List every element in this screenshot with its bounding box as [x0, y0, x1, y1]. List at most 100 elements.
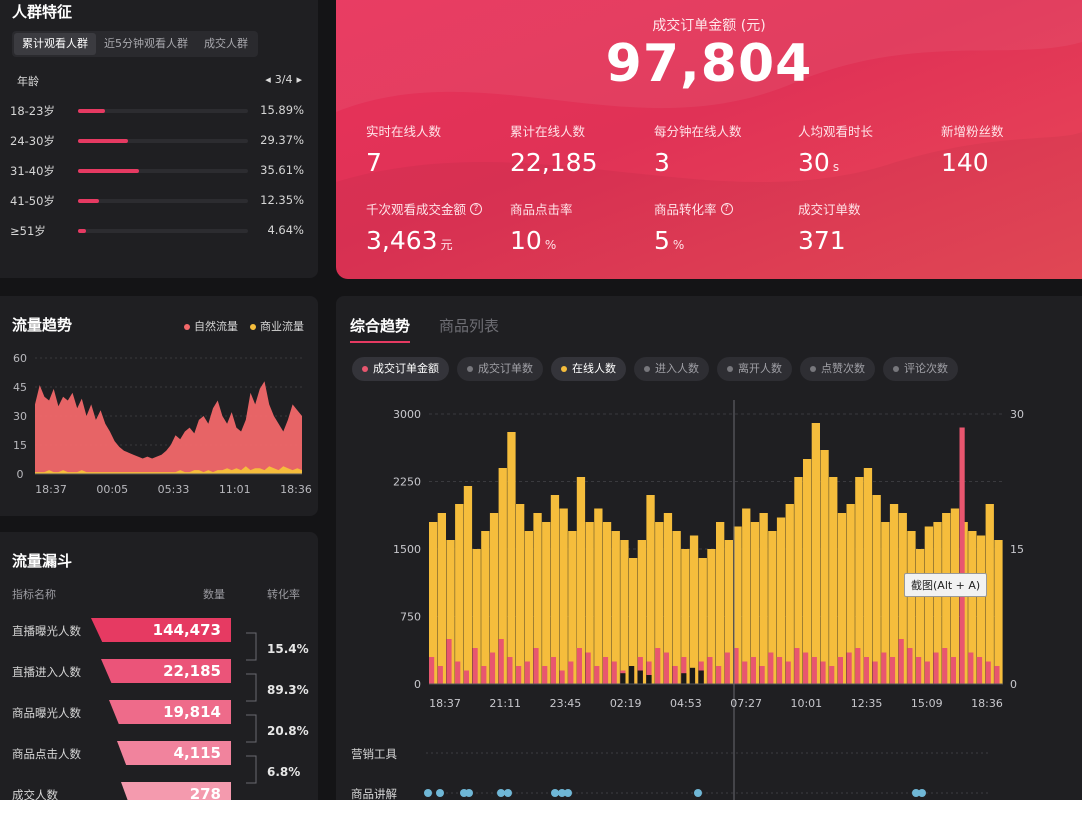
y-left-tick-label: 2250	[393, 476, 421, 489]
bar-gmv	[785, 661, 791, 684]
bar-gmv	[950, 657, 956, 684]
chip-dot	[810, 366, 816, 372]
product-explain-marker[interactable]	[918, 789, 926, 797]
bar-gmv	[724, 652, 730, 684]
metric-chip[interactable]: 进入人数	[634, 357, 709, 381]
bar-online	[820, 450, 829, 684]
bar-online	[455, 504, 464, 684]
pager-next-icon[interactable]: ▸	[296, 73, 302, 86]
bar-online	[863, 468, 873, 684]
bar-gmv	[507, 657, 513, 684]
age-percent: 12.35%	[260, 193, 304, 207]
product-explain-marker[interactable]	[504, 789, 512, 797]
legend-paid-label: 商业流量	[260, 320, 304, 333]
product-explain-marker[interactable]	[497, 789, 505, 797]
age-row: 24-30岁 29.37%	[0, 131, 318, 151]
bar-gmv	[516, 666, 522, 684]
tab-combined-trend[interactable]: 综合趋势	[336, 315, 424, 343]
legend-paid[interactable]: 商业流量	[250, 318, 304, 334]
chip-dot	[362, 366, 368, 372]
y-tick-label: 60	[13, 352, 27, 365]
tab-buyers[interactable]: 成交人群	[204, 37, 248, 50]
bar-gmv	[463, 670, 469, 684]
metric-chip[interactable]: 评论次数	[883, 357, 958, 381]
product-explain-marker[interactable]	[436, 789, 444, 797]
chip-label: 评论次数	[904, 362, 948, 375]
age-row: 18-23岁 15.89%	[0, 101, 318, 121]
kpi-label-text: 成交订单数	[798, 202, 861, 217]
funnel-bar: 278	[121, 782, 231, 800]
bar-gmv	[663, 652, 669, 684]
product-explain-marker[interactable]	[424, 789, 432, 797]
bar-gmv	[472, 648, 478, 684]
bar-gmv	[446, 639, 452, 684]
kpi-background-wave	[336, 0, 1082, 279]
metric-chip[interactable]: 离开人数	[717, 357, 792, 381]
bar-online	[472, 549, 481, 684]
legend-natural-label: 自然流量	[194, 320, 238, 333]
traffic-legend: 自然流量 商业流量	[184, 318, 304, 334]
combined-trend-chart: 0 750 1500 2250 3000 0 15 30 18:37 21:11 23:45 02:1…	[393, 400, 1024, 800]
product-explain-marker[interactable]	[558, 789, 566, 797]
age-name: 31-40岁	[10, 164, 55, 178]
kpi-label: 累计在线人数	[510, 121, 650, 140]
age-row: 41-50岁 12.35%	[0, 191, 318, 211]
help-icon[interactable]: ?	[470, 202, 483, 215]
product-explain-marker[interactable]	[551, 789, 559, 797]
age-name: ≥51岁	[10, 224, 46, 238]
traffic-trend-chart: 0 15 30 45 60 18:37 00:05 05:33 11:01 18:36	[13, 352, 312, 496]
bar-online	[976, 535, 986, 684]
bar-gmv	[829, 666, 835, 684]
traffic-trend-panel: 流量趋势 自然流量 商业流量 0 15 30 45 60 18:37 00:05 05:33 1…	[0, 296, 318, 516]
metric-chip[interactable]: 点赞次数	[800, 357, 875, 381]
bar-online	[524, 531, 533, 684]
product-explain-marker[interactable]	[564, 789, 572, 797]
x-tick-label: 23:45	[550, 697, 582, 710]
funnel-metric-name: 直播曝光人数	[12, 624, 81, 638]
age-bar-track	[78, 199, 248, 203]
kpi-value-number: 371	[798, 226, 846, 255]
bar-online	[776, 517, 786, 684]
funnel-bar: 19,814	[109, 700, 231, 724]
funnel-header-rate: 转化率	[267, 588, 300, 601]
metric-chip[interactable]: 成交订单数	[457, 357, 543, 381]
metric-chip[interactable]: 在线人数	[551, 357, 626, 381]
tab-recent-viewers[interactable]: 近5分钟观看人群	[104, 37, 188, 50]
traffic-funnel-panel: 流量漏斗 指标名称 数量 转化率 直播曝光人数 144,473 直播进入人数 22,1…	[0, 532, 318, 800]
gmv-label: 成交订单金额 (元)	[652, 18, 766, 34]
tab-product-list[interactable]: 商品列表	[439, 317, 500, 335]
pager-prev-icon[interactable]: ◂	[265, 73, 271, 86]
conversion-rate: 20.8%	[267, 724, 309, 738]
bar-online	[750, 522, 760, 684]
bar-gmv	[568, 661, 574, 684]
track-label-product-explain: 商品讲解	[351, 787, 397, 800]
kpi-label: 商品转化率?	[654, 199, 794, 218]
funnel-metric-name: 成交人数	[12, 788, 58, 800]
kpi-unit: 元	[440, 238, 453, 252]
bar-gmv	[994, 666, 1000, 684]
bar-gmv	[455, 661, 461, 684]
legend-natural[interactable]: 自然流量	[184, 318, 238, 334]
product-explain-marker[interactable]	[694, 789, 702, 797]
audience-tabs: 累计观看人群 近5分钟观看人群 成交人群	[12, 31, 258, 57]
product-explain-marker[interactable]	[912, 789, 920, 797]
kpi-value: 22,185	[510, 148, 650, 177]
bar-online	[898, 513, 907, 684]
product-explain-marker[interactable]	[465, 789, 473, 797]
bar-online	[498, 468, 507, 684]
bar-gmv	[594, 666, 600, 684]
tab-cumulative-viewers[interactable]: 累计观看人群	[14, 33, 96, 55]
funnel-row: 成交人数 278	[0, 782, 318, 800]
x-tick-label: 11:01	[219, 483, 251, 496]
metric-chip[interactable]: 成交订单金额	[352, 357, 449, 381]
bar-online	[846, 504, 855, 684]
kpi-value-number: 5	[654, 226, 670, 255]
bar-orders	[689, 667, 696, 684]
kpi-value: 7	[366, 148, 506, 177]
bar-gmv	[585, 652, 591, 684]
bar-online	[481, 531, 490, 684]
kpi-cell: 商品转化率? 5%	[654, 199, 794, 255]
x-tick-label: 05:33	[158, 483, 190, 496]
help-icon[interactable]: ?	[720, 202, 733, 215]
chip-label: 成交订单金额	[373, 362, 439, 375]
